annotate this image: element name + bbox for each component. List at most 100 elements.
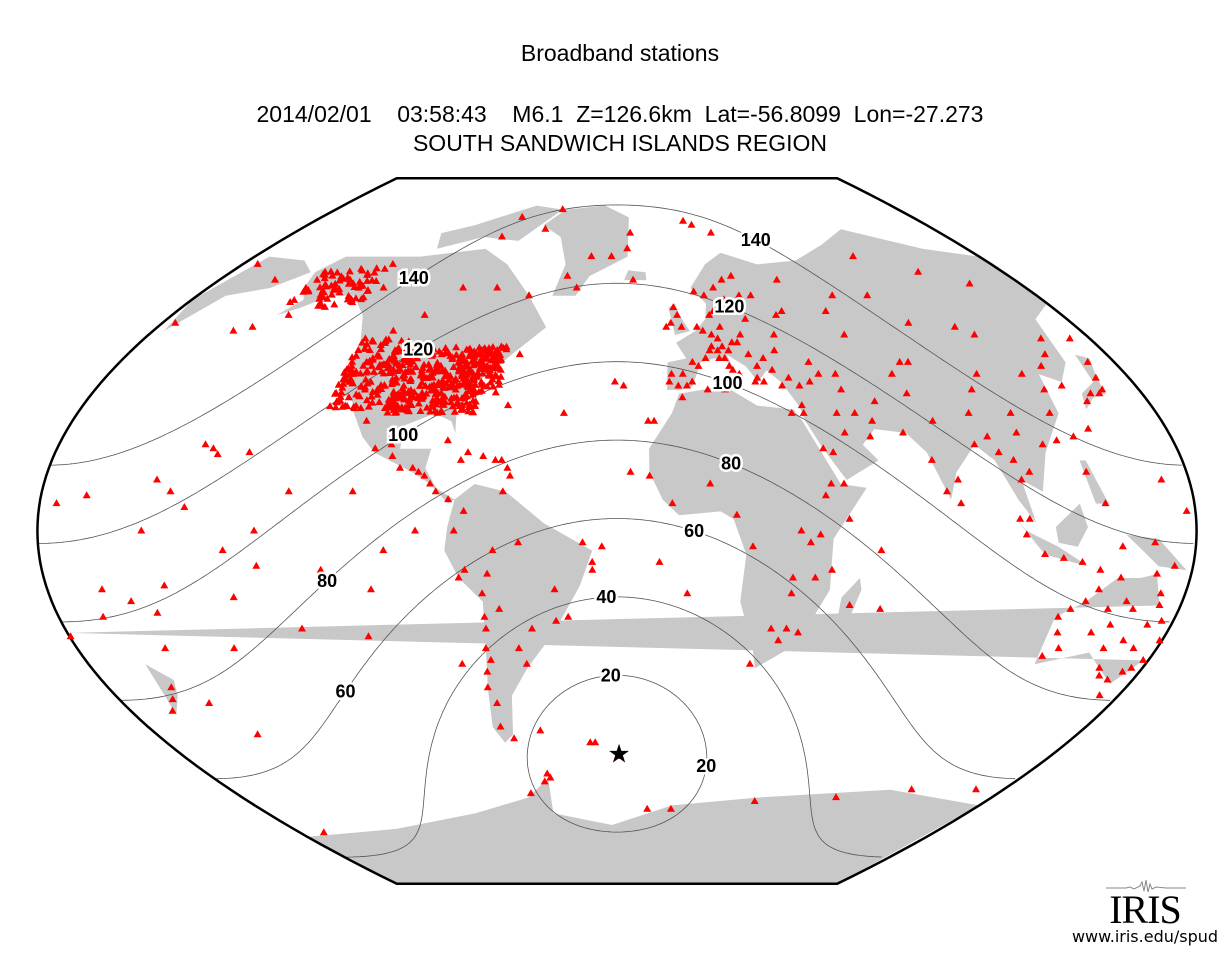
- station-marker: [683, 589, 692, 597]
- station-marker: [772, 275, 781, 283]
- station-marker: [904, 357, 912, 365]
- station-marker: [799, 408, 808, 416]
- station-marker: [721, 385, 730, 393]
- station-marker: [372, 264, 381, 272]
- station-marker: [821, 307, 830, 314]
- station-marker: [1087, 628, 1096, 636]
- station-marker: [373, 390, 382, 398]
- station-marker: [339, 379, 348, 387]
- station-marker: [440, 383, 449, 391]
- station-marker: [751, 377, 760, 385]
- station-marker: [543, 769, 552, 777]
- station-marker: [447, 398, 455, 406]
- contour-label: 20: [696, 756, 716, 776]
- station-marker: [643, 804, 652, 812]
- contour-20-deg: [526, 674, 708, 833]
- station-marker: [665, 377, 674, 385]
- station-marker: [371, 444, 380, 452]
- station-marker: [541, 224, 550, 232]
- station-marker: [388, 380, 396, 387]
- station-marker: [1098, 385, 1107, 393]
- station-marker: [454, 358, 463, 366]
- station-marker: [406, 344, 415, 352]
- station-marker: [438, 376, 447, 384]
- station-marker: [811, 573, 820, 581]
- station-marker: [347, 361, 356, 369]
- station-marker: [674, 381, 683, 389]
- station-marker: [356, 404, 365, 411]
- iris-url[interactable]: www.iris.edu/spud: [1071, 927, 1219, 946]
- station-marker: [964, 408, 973, 416]
- station-marker: [452, 343, 461, 351]
- contour-labels: 20 20 40 60 60 80 80 100 100 120 120 140 140: [315, 227, 774, 778]
- station-marker: [365, 356, 374, 364]
- station-marker: [361, 344, 370, 352]
- station-marker: [486, 655, 495, 663]
- station-marker: [954, 475, 962, 483]
- station-marker: [526, 789, 535, 797]
- station-marker: [389, 351, 398, 359]
- station-marker: [1128, 604, 1137, 612]
- station-marker: [426, 479, 434, 487]
- station-marker: [994, 448, 1003, 456]
- station-marker: [1106, 620, 1115, 628]
- station-marker: [1082, 467, 1091, 475]
- station-marker: [245, 448, 254, 456]
- station-marker: [713, 346, 722, 354]
- station-marker: [1022, 530, 1031, 538]
- station-marker: [837, 385, 846, 393]
- station-marker: [161, 644, 170, 652]
- contour-40-deg: [344, 596, 882, 858]
- station-marker: [384, 395, 393, 403]
- station-marker: [488, 375, 497, 383]
- station-marker: [343, 273, 352, 281]
- station-marker: [344, 393, 353, 401]
- station-marker: [683, 381, 691, 389]
- station-marker: [928, 416, 937, 424]
- station-marker: [666, 318, 675, 326]
- contour-label: 40: [596, 587, 616, 607]
- station-marker: [563, 271, 572, 279]
- station-marker: [412, 363, 420, 371]
- station-marker: [433, 408, 442, 416]
- station-marker: [496, 722, 505, 730]
- station-marker: [377, 381, 385, 389]
- station-marker: [380, 264, 389, 272]
- station-marker: [957, 499, 966, 507]
- station-marker: [364, 632, 373, 640]
- contour-label: 20: [601, 666, 621, 686]
- station-marker: [552, 616, 561, 624]
- station-marker: [715, 322, 724, 330]
- station-marker: [849, 252, 857, 260]
- station-marker: [469, 388, 478, 396]
- station-marker: [437, 389, 446, 396]
- station-marker: [703, 385, 712, 393]
- station-marker: [1059, 553, 1068, 561]
- station-marker: [806, 538, 815, 546]
- station-marker: [464, 448, 472, 456]
- station-marker: [368, 398, 377, 406]
- station-marker: [1054, 612, 1063, 620]
- station-marker: [461, 360, 470, 368]
- station-marker: [330, 300, 339, 308]
- station-marker: [1078, 557, 1087, 565]
- station-marker: [404, 396, 413, 404]
- station-marker: [400, 394, 409, 402]
- station-marker: [448, 402, 457, 410]
- station-marker: [252, 561, 261, 569]
- contour-label: 80: [721, 453, 741, 473]
- station-marker: [355, 392, 364, 400]
- station-marker: [180, 503, 189, 510]
- station-marker: [335, 284, 344, 292]
- iris-logo[interactable]: IRIS www.iris.edu/spud: [1062, 878, 1228, 946]
- landmass-britain: [668, 303, 690, 335]
- station-marker: [459, 283, 468, 291]
- station-marker: [514, 644, 523, 652]
- station-marker: [1016, 514, 1025, 522]
- station-marker: [497, 455, 506, 463]
- station-marker: [398, 384, 407, 392]
- station-marker: [454, 573, 463, 581]
- station-marker: [380, 338, 389, 346]
- station-marker: [377, 345, 385, 353]
- station-marker: [354, 346, 363, 353]
